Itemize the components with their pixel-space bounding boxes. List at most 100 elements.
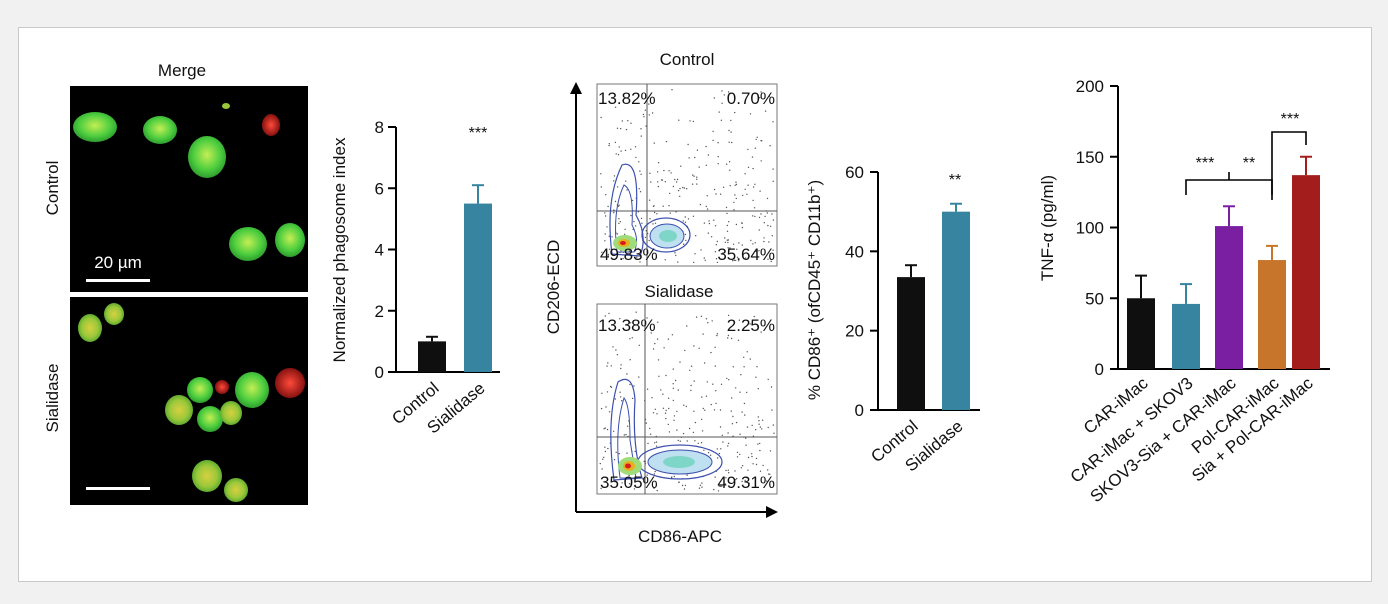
scatter-dot xyxy=(600,407,603,410)
scatter-dot xyxy=(626,373,628,375)
flow-y-label: CD206-ECD xyxy=(544,240,563,334)
quadrant-ll: 49.83% xyxy=(600,245,658,264)
scale-bar-label: 20 µm xyxy=(94,253,142,272)
scatter-dot xyxy=(738,319,741,321)
scatter-dot xyxy=(649,218,651,220)
scatter-dot xyxy=(689,369,691,371)
scatter-dot xyxy=(766,480,768,482)
scatter-dot xyxy=(708,220,710,222)
scatter-dot xyxy=(713,188,716,191)
scatter-dot xyxy=(628,483,631,485)
scatter-dot xyxy=(760,91,762,93)
scatter-dot xyxy=(766,197,769,200)
scatter-dot xyxy=(706,381,708,383)
scatter-dot xyxy=(752,199,754,202)
scatter-dot xyxy=(714,476,716,478)
scatter-dot xyxy=(748,482,750,484)
scatter-dot xyxy=(713,219,715,221)
cells-sialidase xyxy=(78,303,305,502)
scatter-dot xyxy=(722,252,724,254)
scatter-dot xyxy=(708,222,711,225)
scatter-dot xyxy=(648,199,651,201)
scatter-dot xyxy=(715,193,717,195)
scatter-dot xyxy=(722,441,724,443)
scatter-dot xyxy=(648,114,650,116)
scatter-dot xyxy=(655,435,657,438)
scatter-dot xyxy=(636,256,638,258)
scatter-dot xyxy=(763,222,765,224)
scatter-dot xyxy=(608,144,610,147)
scatter-dot xyxy=(646,388,649,390)
scatter-dot xyxy=(616,186,619,188)
scatter-dot xyxy=(634,484,637,486)
scatter-dot xyxy=(678,119,680,121)
scatter-dot xyxy=(649,433,652,435)
scatter-dot xyxy=(763,237,765,239)
scatter-dot xyxy=(630,148,632,150)
scatter-dot xyxy=(625,180,627,182)
scatter-dot xyxy=(607,205,609,208)
cells-control xyxy=(73,103,305,261)
scatter-dot xyxy=(751,455,753,458)
scatter-dot xyxy=(728,129,730,132)
scatter-dot xyxy=(727,314,730,317)
scatter-dot xyxy=(623,233,626,235)
scatter-dot xyxy=(654,470,656,473)
y-axis-label: Normalized phagosome index xyxy=(330,137,349,362)
scatter-dot xyxy=(735,223,738,226)
scatter-dot xyxy=(706,195,708,197)
scatter-dot xyxy=(608,235,610,237)
scatter-dot xyxy=(693,345,695,347)
scatter-dot xyxy=(758,420,760,422)
row-label-control: Control xyxy=(43,161,62,216)
scatter-dot xyxy=(727,257,730,259)
scatter-dot xyxy=(746,426,749,428)
scatter-dot xyxy=(695,235,697,237)
scatter-dot xyxy=(713,409,716,411)
scatter-dot xyxy=(653,142,655,144)
scatter-dot xyxy=(747,184,749,186)
scatter-dot xyxy=(696,176,698,178)
scatter-dot xyxy=(758,229,760,231)
scatter-dot xyxy=(751,453,753,455)
scatter-dot xyxy=(671,89,673,91)
scatter-dot xyxy=(603,456,605,458)
scatter-dot xyxy=(627,435,629,438)
scatter-dot xyxy=(614,141,617,144)
scatter-dot xyxy=(625,433,627,436)
scatter-dot xyxy=(680,436,683,438)
scatter-dot xyxy=(727,91,730,93)
scatter-dot xyxy=(710,351,712,354)
scatter-dot xyxy=(654,442,656,444)
scatter-dot xyxy=(644,236,647,239)
scatter-dot xyxy=(630,483,632,485)
scatter-dot xyxy=(756,136,758,138)
scatter-dot xyxy=(682,186,684,189)
scatter-dot xyxy=(716,240,718,243)
scatter-dot xyxy=(610,365,612,367)
scatter-dot xyxy=(616,127,619,129)
scatter-dot xyxy=(709,454,712,456)
scatter-dot xyxy=(739,453,741,456)
scatter-dot xyxy=(727,442,730,445)
scatter-dot xyxy=(656,489,658,492)
scatter-dot xyxy=(720,119,723,122)
scatter-dot xyxy=(656,213,658,215)
scatter-dot xyxy=(638,161,640,163)
scatter-dot xyxy=(726,163,728,165)
scatter-dot xyxy=(726,239,728,241)
scatter-dot xyxy=(728,161,731,163)
scatter-dot xyxy=(668,205,670,207)
scatter-dot xyxy=(719,193,722,195)
scatter-dot xyxy=(692,431,695,434)
scatter-dot xyxy=(752,435,755,437)
scatter-dot xyxy=(637,211,639,213)
scatter-dot xyxy=(672,368,674,370)
flow-x-label: CD86-APC xyxy=(638,527,722,546)
scatter-dot xyxy=(752,243,754,245)
scatter-dot xyxy=(755,463,758,466)
scatter-dot xyxy=(707,452,710,454)
scatter-dot xyxy=(714,365,717,367)
scatter-dot xyxy=(607,253,610,256)
